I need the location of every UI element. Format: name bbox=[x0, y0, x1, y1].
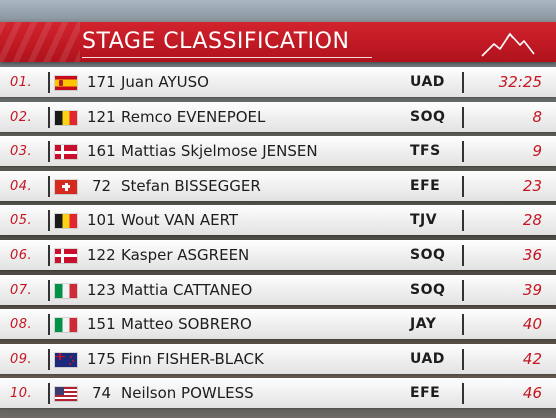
team-code: TJV bbox=[410, 212, 438, 229]
table-row: 06. 122 Kasper ASGREEN SOQ 36 bbox=[0, 239, 556, 270]
time-gap: 28 bbox=[522, 211, 542, 230]
table-row: 08. 151 Matteo SOBRERO JAY 40 bbox=[0, 309, 556, 340]
rider-name: Juan AYUSO bbox=[121, 73, 209, 91]
bib-number: 72 bbox=[92, 176, 112, 195]
table-row: 02. 121 Remco EVENEPOEL SOQ 8 bbox=[0, 101, 556, 132]
column-divider bbox=[462, 244, 464, 266]
bib-number: 175 bbox=[87, 349, 116, 368]
column-divider bbox=[48, 106, 50, 128]
time-gap: 8 bbox=[532, 107, 542, 126]
column-divider bbox=[48, 175, 50, 197]
position-label: 07. bbox=[10, 282, 33, 298]
team-code: SOQ bbox=[410, 246, 446, 263]
bib-number: 74 bbox=[92, 384, 112, 403]
column-divider bbox=[462, 279, 464, 301]
team-code: JAY bbox=[410, 316, 437, 333]
page-title: STAGE CLASSIFICATION bbox=[82, 29, 350, 54]
table-row: 05. 101 Wout VAN AERT TJV 28 bbox=[0, 205, 556, 236]
column-divider bbox=[48, 141, 50, 163]
column-divider bbox=[48, 72, 50, 93]
column-divider bbox=[462, 314, 464, 336]
classification-table: 01. 171 Juan AYUSO UAD 32:25 02. 121 Remco EVEN… bbox=[0, 67, 556, 413]
rider-name: Mattias Skjelmose JENSEN bbox=[121, 142, 318, 161]
table-row: 07. 123 Mattia CATTANEO SOQ 39 bbox=[0, 274, 556, 305]
column-divider bbox=[462, 106, 464, 128]
position-label: 03. bbox=[10, 144, 33, 160]
column-divider bbox=[462, 141, 464, 163]
time-gap: 46 bbox=[522, 384, 542, 403]
column-divider bbox=[48, 314, 50, 336]
position-label: 01. bbox=[10, 75, 33, 90]
position-label: 02. bbox=[10, 109, 33, 125]
bib-number: 151 bbox=[87, 315, 116, 334]
time-gap: 40 bbox=[522, 315, 542, 334]
position-label: 05. bbox=[10, 213, 33, 229]
column-divider bbox=[48, 348, 50, 370]
bib-number: 101 bbox=[87, 211, 116, 230]
team-code: UAD bbox=[410, 350, 445, 367]
position-label: 09. bbox=[10, 351, 33, 367]
bib-number: 161 bbox=[87, 142, 116, 161]
team-code: SOQ bbox=[410, 281, 446, 298]
column-divider bbox=[48, 279, 50, 301]
title-underline bbox=[82, 57, 372, 58]
flag-be-icon bbox=[55, 214, 77, 229]
column-divider bbox=[462, 175, 464, 197]
team-code: SOQ bbox=[410, 108, 446, 125]
flag-nz-icon bbox=[55, 352, 77, 367]
flag-it-icon bbox=[55, 283, 77, 298]
team-code: TFS bbox=[410, 143, 441, 160]
time-gap: 9 bbox=[532, 142, 542, 161]
table-row: 01. 171 Juan AYUSO UAD 32:25 bbox=[0, 67, 556, 97]
column-divider bbox=[48, 244, 50, 266]
flag-ch-icon bbox=[55, 179, 77, 194]
header-stripe-decoration bbox=[0, 22, 80, 62]
rider-name: Finn FISHER-BLACK bbox=[121, 349, 264, 368]
time-gap: 23 bbox=[522, 176, 542, 195]
column-divider bbox=[48, 383, 50, 405]
bib-number: 121 bbox=[87, 107, 116, 126]
table-row: 10. 74 Neilson POWLESS EFE 46 bbox=[0, 378, 556, 409]
rider-name: Wout VAN AERT bbox=[121, 211, 239, 230]
position-label: 04. bbox=[10, 178, 33, 194]
rider-name: Remco EVENEPOEL bbox=[121, 107, 266, 126]
flag-us-icon bbox=[55, 387, 77, 402]
rider-name: Mattia CATTANEO bbox=[121, 280, 253, 299]
rider-name: Stefan BISSEGGER bbox=[121, 176, 261, 195]
rider-name: Matteo SOBRERO bbox=[121, 315, 252, 334]
column-divider bbox=[462, 210, 464, 232]
table-row: 04. 72 Stefan BISSEGGER EFE 23 bbox=[0, 170, 556, 201]
team-code: EFE bbox=[410, 385, 441, 402]
bib-number: 171 bbox=[87, 73, 116, 91]
position-label: 06. bbox=[10, 247, 33, 263]
rider-name: Kasper ASGREEN bbox=[121, 245, 250, 264]
flag-es-icon bbox=[55, 76, 77, 90]
time-gap: 36 bbox=[522, 245, 542, 264]
table-row: 03. 161 Mattias Skjelmose JENSEN TFS 9 bbox=[0, 136, 556, 167]
bib-number: 122 bbox=[87, 245, 116, 264]
time-gap: 32:25 bbox=[498, 73, 542, 91]
time-gap: 39 bbox=[522, 280, 542, 299]
column-divider bbox=[462, 72, 464, 93]
team-code: UAD bbox=[410, 74, 445, 90]
team-code: EFE bbox=[410, 177, 441, 194]
flag-dk-icon bbox=[55, 248, 77, 263]
position-label: 08. bbox=[10, 317, 33, 333]
column-divider bbox=[48, 210, 50, 232]
table-row: 09. 175 Finn FISHER-BLACK UAD 42 bbox=[0, 343, 556, 374]
flag-dk-icon bbox=[55, 145, 77, 160]
position-label: 10. bbox=[10, 386, 33, 402]
column-divider bbox=[462, 383, 464, 405]
flag-it-icon bbox=[55, 318, 77, 333]
mountain-peaks-icon bbox=[481, 32, 535, 57]
rider-name: Neilson POWLESS bbox=[121, 384, 254, 403]
column-divider bbox=[462, 348, 464, 370]
bib-number: 123 bbox=[87, 280, 116, 299]
classification-header: STAGE CLASSIFICATION bbox=[0, 22, 556, 62]
flag-be-icon bbox=[55, 110, 77, 125]
time-gap: 42 bbox=[522, 349, 542, 368]
